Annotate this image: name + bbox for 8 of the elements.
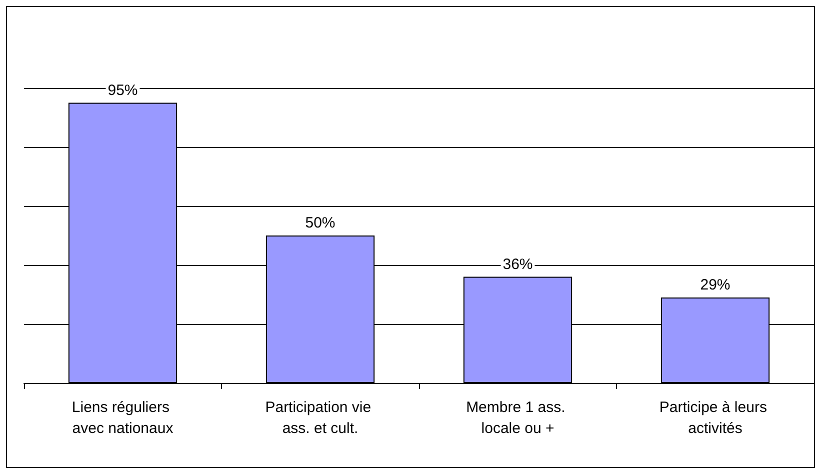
data-label: 36%: [502, 256, 533, 273]
data-label: 29%: [700, 276, 730, 294]
data-label: 95%: [108, 82, 138, 99]
x-tick-label: Participation vie ass. et cult.: [265, 399, 376, 437]
x-tick-label: Membre 1 ass. locale ou +: [466, 399, 570, 437]
data-label: 50%: [305, 214, 336, 232]
x-tick-label: Participe à leurs activités: [659, 399, 772, 437]
x-tick-label: Liens réguliers avec nationaux: [72, 399, 174, 437]
